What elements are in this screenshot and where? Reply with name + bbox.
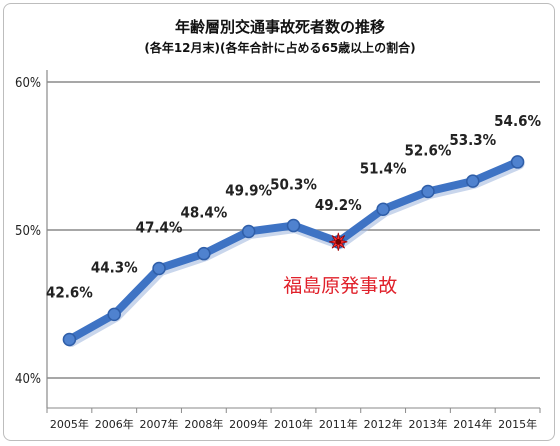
data-point bbox=[510, 155, 525, 169]
x-tick-label: 2010年 bbox=[274, 417, 313, 431]
data-label: 49.9% bbox=[225, 181, 272, 199]
data-point bbox=[241, 224, 256, 239]
x-tick-label: 2015年 bbox=[498, 417, 537, 431]
data-label: 53.3% bbox=[449, 131, 496, 149]
data-label: 42.6% bbox=[46, 284, 93, 302]
data-point bbox=[62, 332, 77, 347]
data-point bbox=[152, 261, 166, 276]
x-tick-label: 2007年 bbox=[140, 417, 179, 431]
data-label: 50.3% bbox=[270, 176, 317, 194]
data-label: 44.3% bbox=[91, 258, 138, 276]
data-label: 48.4% bbox=[180, 204, 227, 222]
data-label: 49.2% bbox=[315, 196, 362, 214]
data-point bbox=[286, 218, 301, 233]
data-label: 54.6% bbox=[494, 112, 541, 130]
data-point bbox=[466, 174, 480, 188]
data-label: 51.4% bbox=[360, 159, 407, 177]
x-tick-label: 2009年 bbox=[229, 417, 268, 431]
y-tick-label: 40% bbox=[15, 372, 41, 387]
event-marker-core bbox=[335, 238, 342, 245]
x-tick-label: 2006年 bbox=[95, 417, 134, 431]
x-tick-label: 2008年 bbox=[184, 417, 223, 431]
y-tick-label: 50% bbox=[15, 224, 41, 239]
x-tick-label: 2013年 bbox=[408, 417, 447, 431]
data-point bbox=[107, 307, 121, 322]
data-label: 47.4% bbox=[136, 218, 183, 236]
event-annotation-label: 福島原発事故 bbox=[283, 275, 397, 297]
chart-subtitle: (各年12月末)(各年合計に占める65歳以上の割合) bbox=[144, 41, 416, 55]
chart-title: 年齢層別交通事故死者数の推移 bbox=[174, 18, 385, 36]
data-label: 52.6% bbox=[405, 142, 452, 160]
x-tick-label: 2011年 bbox=[319, 417, 358, 431]
x-tick-label: 2005年 bbox=[50, 417, 89, 431]
data-point bbox=[421, 184, 435, 199]
x-tick-label: 2012年 bbox=[364, 417, 403, 431]
data-point bbox=[376, 202, 390, 217]
x-tick-label: 2014年 bbox=[453, 417, 492, 431]
data-point bbox=[197, 246, 211, 261]
chart-frame bbox=[3, 3, 555, 441]
y-tick-label: 60% bbox=[15, 76, 41, 91]
